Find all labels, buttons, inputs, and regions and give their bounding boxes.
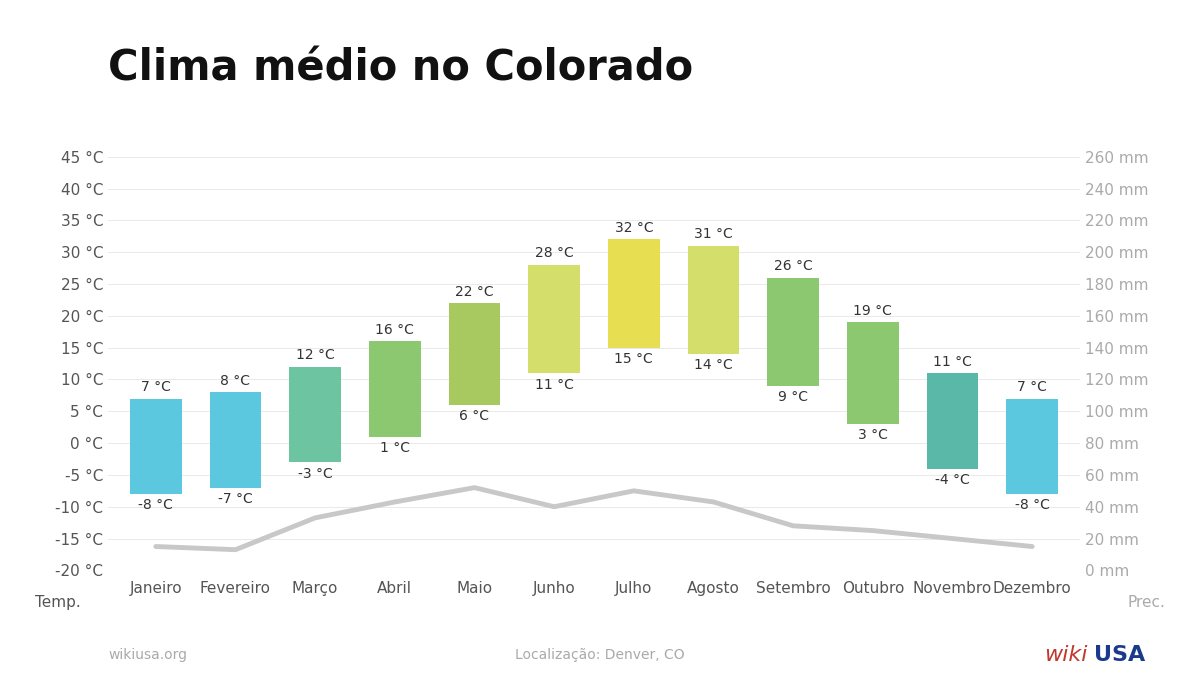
Text: Prec.: Prec. [1127, 595, 1165, 610]
Bar [449, 303, 500, 405]
Text: 11 °C: 11 °C [535, 377, 574, 392]
Text: 12 °C: 12 °C [295, 348, 335, 362]
Bar [1007, 398, 1058, 494]
Text: 6 °C: 6 °C [460, 409, 490, 423]
Text: 28 °C: 28 °C [535, 246, 574, 261]
Bar [528, 265, 580, 373]
Text: -3 °C: -3 °C [298, 466, 332, 481]
Text: 26 °C: 26 °C [774, 259, 812, 273]
Text: 8 °C: 8 °C [221, 374, 251, 387]
Text: -8 °C: -8 °C [138, 498, 173, 512]
Text: 19 °C: 19 °C [853, 304, 893, 318]
Text: 15 °C: 15 °C [614, 352, 653, 366]
Text: 3 °C: 3 °C [858, 429, 888, 442]
Text: 11 °C: 11 °C [934, 354, 972, 369]
Text: 14 °C: 14 °C [694, 358, 733, 373]
Text: Localização: Denver, CO: Localização: Denver, CO [515, 648, 685, 662]
Text: -4 °C: -4 °C [935, 473, 970, 487]
Bar [289, 367, 341, 462]
Bar [847, 322, 899, 424]
Text: Temp.: Temp. [35, 595, 80, 610]
Text: -7 °C: -7 °C [218, 492, 253, 506]
Bar [368, 342, 421, 437]
Bar [608, 240, 660, 348]
Text: 1 °C: 1 °C [380, 441, 410, 455]
Text: 22 °C: 22 °C [455, 285, 494, 298]
Text: 9 °C: 9 °C [778, 390, 808, 404]
Text: 32 °C: 32 °C [614, 221, 653, 235]
Bar [767, 277, 820, 386]
Text: 16 °C: 16 °C [376, 323, 414, 337]
Bar [688, 246, 739, 354]
Text: wikiusa.org: wikiusa.org [108, 648, 187, 662]
Bar [130, 398, 181, 494]
Text: Clima médio no Colorado: Clima médio no Colorado [108, 47, 694, 89]
Bar [210, 392, 262, 487]
Text: 7 °C: 7 °C [1018, 380, 1048, 394]
Text: -8 °C: -8 °C [1015, 498, 1050, 512]
Text: wiki: wiki [1044, 645, 1087, 665]
Text: 7 °C: 7 °C [140, 380, 170, 394]
Text: USA: USA [1094, 645, 1146, 665]
Bar [926, 373, 978, 468]
Text: 31 °C: 31 °C [694, 227, 733, 242]
